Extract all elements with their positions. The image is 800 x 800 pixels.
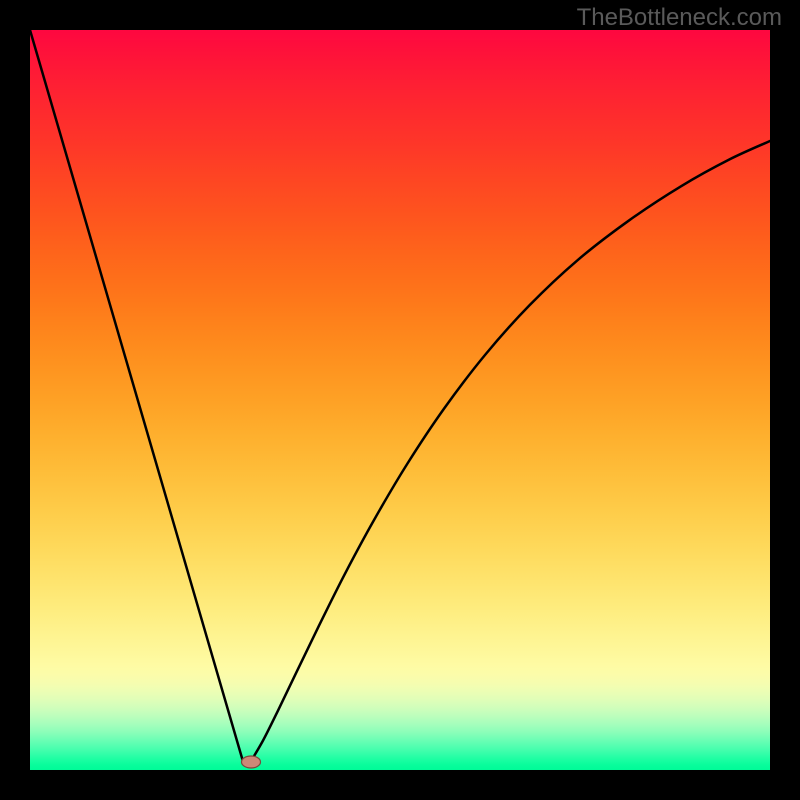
watermark-text: TheBottleneck.com xyxy=(577,4,782,32)
apex-marker-ellipse xyxy=(241,756,260,768)
apex-marker xyxy=(239,754,262,770)
curve-left-branch xyxy=(30,30,243,762)
chart-stage: TheBottleneck.com xyxy=(0,0,800,800)
plot-area xyxy=(30,30,770,770)
curve-right-branch xyxy=(251,141,770,762)
bottleneck-curve xyxy=(30,30,770,770)
